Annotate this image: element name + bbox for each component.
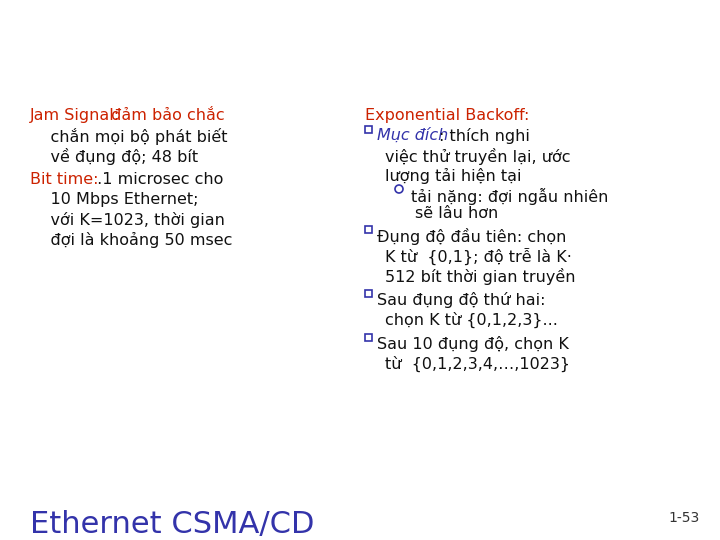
- Text: về đụng độ; 48 bít: về đụng độ; 48 bít: [30, 148, 198, 165]
- Bar: [365, 334, 372, 341]
- Text: 512 bít thời gian truyền: 512 bít thời gian truyền: [385, 268, 575, 285]
- Text: lượng tải hiện tại: lượng tải hiện tại: [385, 168, 521, 184]
- Text: sẽ lâu hơn: sẽ lâu hơn: [415, 206, 498, 221]
- Text: Sau đụng độ thứ hai:: Sau đụng độ thứ hai:: [377, 292, 546, 308]
- Text: tải nặng: đợi ngẫu nhiên: tải nặng: đợi ngẫu nhiên: [411, 188, 608, 205]
- Circle shape: [395, 185, 403, 193]
- Text: Đụng độ đầu tiên: chọn: Đụng độ đầu tiên: chọn: [377, 228, 567, 245]
- Text: Mục đích: Mục đích: [377, 128, 449, 143]
- Text: với K=1023, thời gian: với K=1023, thời gian: [30, 212, 225, 228]
- Text: chọn K từ {0,1,2,3}...: chọn K từ {0,1,2,3}...: [385, 312, 558, 328]
- Text: Bit time:: Bit time:: [30, 172, 99, 187]
- Text: đảm bảo chắc: đảm bảo chắc: [106, 108, 225, 123]
- Text: từ  {0,1,2,3,4,…,1023}: từ {0,1,2,3,4,…,1023}: [385, 356, 570, 372]
- Text: K từ  {0,1}; độ trễ là K·: K từ {0,1}; độ trễ là K·: [385, 248, 572, 265]
- Text: Jam Signal:: Jam Signal:: [30, 108, 120, 123]
- Text: việc thử truyền lại, ước: việc thử truyền lại, ước: [385, 148, 570, 165]
- Bar: [365, 226, 372, 233]
- Text: .1 microsec cho: .1 microsec cho: [92, 172, 223, 187]
- Text: 10 Mbps Ethernet;: 10 Mbps Ethernet;: [30, 192, 199, 207]
- Text: Exponential Backoff:: Exponential Backoff:: [365, 108, 529, 123]
- Text: đợi là khoảng 50 msec: đợi là khoảng 50 msec: [30, 232, 233, 248]
- Text: Sau 10 đụng độ, chọn K: Sau 10 đụng độ, chọn K: [377, 336, 569, 352]
- Text: 1-53: 1-53: [669, 511, 700, 525]
- Bar: [365, 290, 372, 297]
- Text: : thích nghi: : thích nghi: [439, 128, 530, 144]
- Text: chắn mọi bộ phát biết: chắn mọi bộ phát biết: [30, 128, 228, 145]
- Text: Ethernet CSMA/CD: Ethernet CSMA/CD: [30, 510, 315, 539]
- Bar: [365, 126, 372, 133]
